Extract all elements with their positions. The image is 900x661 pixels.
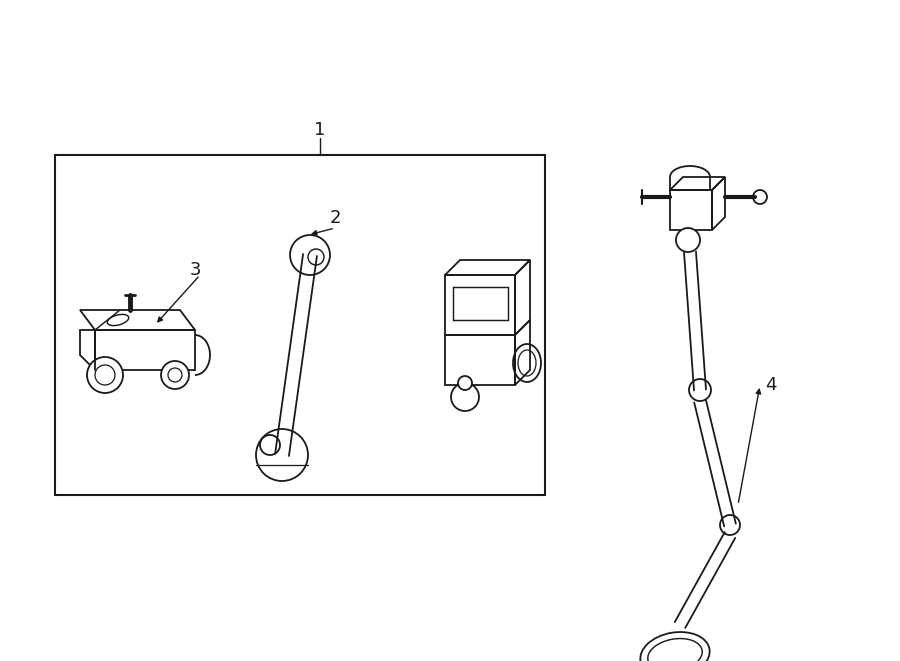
Circle shape [458,376,472,390]
Bar [453,287,508,320]
Circle shape [689,379,711,401]
Circle shape [87,357,123,393]
Text: 3: 3 [189,261,201,279]
Text: 4: 4 [765,376,777,394]
Circle shape [256,429,308,481]
Circle shape [676,228,700,252]
Circle shape [451,383,479,411]
Circle shape [720,515,740,535]
Circle shape [290,235,330,275]
Circle shape [260,435,280,455]
Text: 2: 2 [329,209,341,227]
Circle shape [161,361,189,389]
Bar [55,155,545,495]
Circle shape [753,190,767,204]
Text: 1: 1 [314,121,326,139]
